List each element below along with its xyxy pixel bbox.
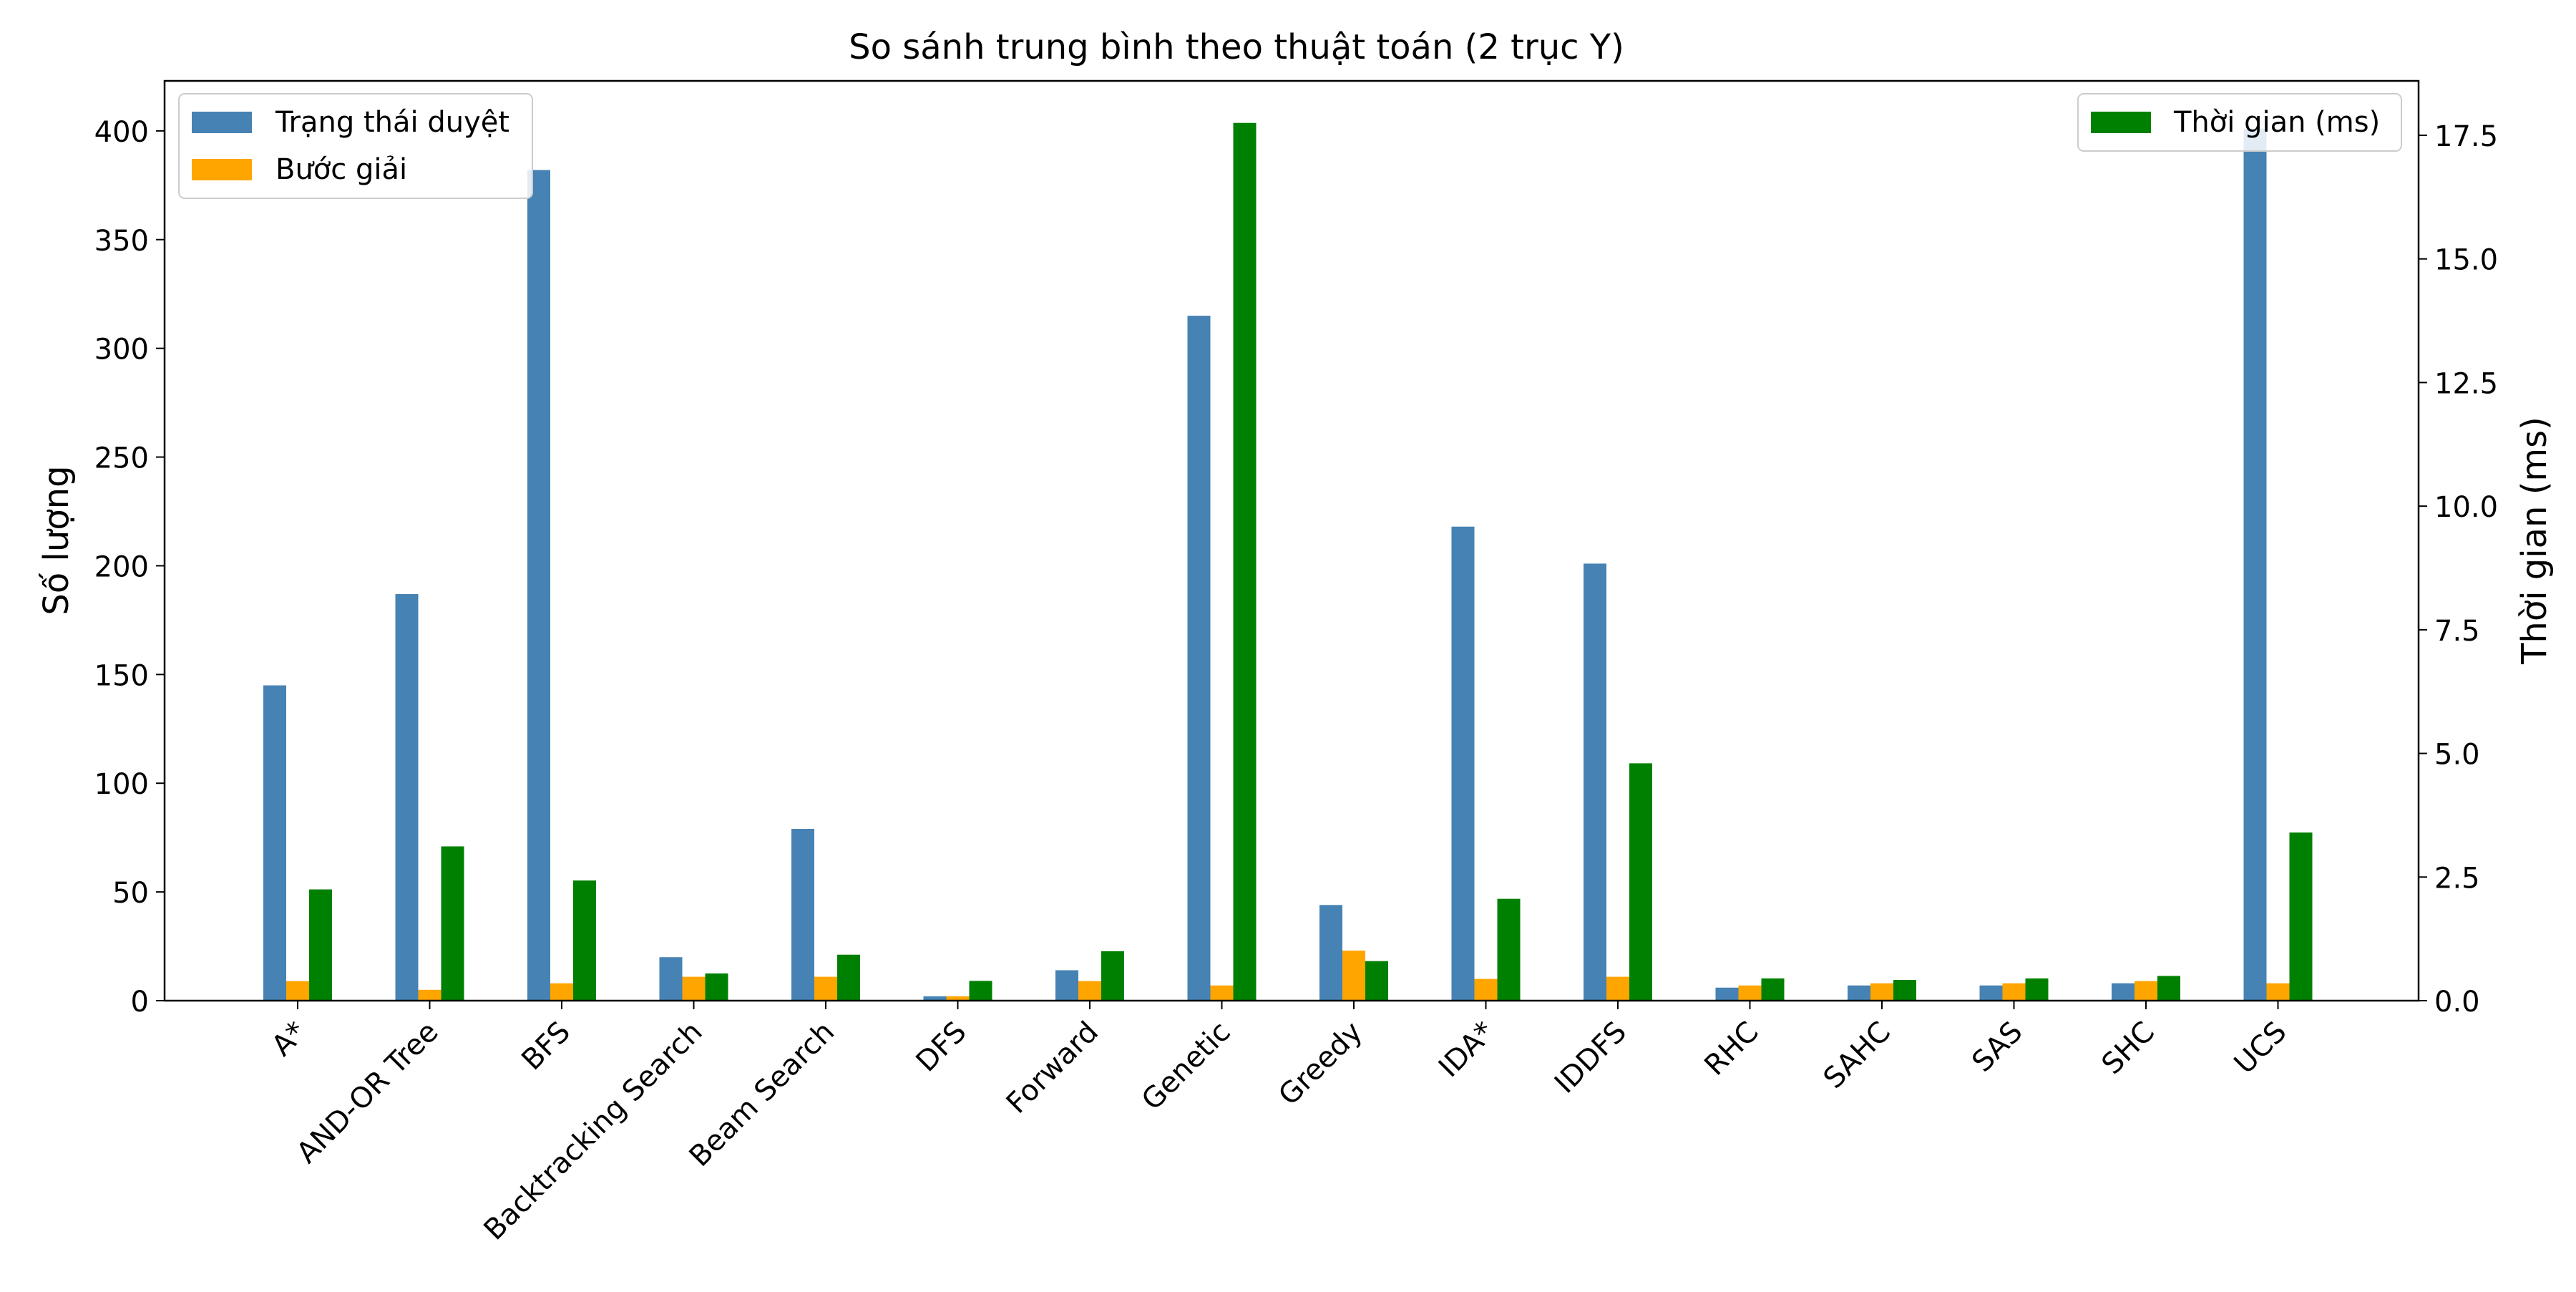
bar-thoi-gian-3 xyxy=(705,973,728,1001)
bar-trang-thai-8 xyxy=(1319,905,1342,1001)
x-tick-label-15: UCS xyxy=(2228,1016,2293,1081)
bar-trang-thai-7 xyxy=(1187,316,1211,1001)
bar-thoi-gian-6 xyxy=(1101,951,1124,1001)
bar-trang-thai-0 xyxy=(263,685,286,1001)
y-tick-label-8: 400 xyxy=(94,116,149,149)
x-tick-label-2: BFS xyxy=(515,1016,577,1077)
y2-tick-label-1: 2.5 xyxy=(2434,862,2480,895)
bar-thoi-gian-10 xyxy=(1629,763,1652,1001)
bar-trang-thai-14 xyxy=(2112,983,2135,1001)
y2-tick-label-4: 10.0 xyxy=(2434,491,2498,524)
bar-buoc-giai-9 xyxy=(1474,978,1498,1001)
bar-trang-thai-10 xyxy=(1584,563,1606,1001)
bar-trang-thai-12 xyxy=(1848,985,1870,1001)
plot-frame xyxy=(163,79,2420,1002)
x-tick-label-9: IDA* xyxy=(1433,1016,1501,1084)
bar-buoc-giai-11 xyxy=(1738,985,1762,1001)
legend-swatch-1 xyxy=(192,159,252,180)
bar-thoi-gian-12 xyxy=(1893,979,1916,1001)
bar-buoc-giai-2 xyxy=(550,983,573,1001)
x-tick-label-10: IDDFS xyxy=(1548,1016,1633,1100)
legend-label-1: Bước giải xyxy=(275,153,407,186)
bar-trang-thai-15 xyxy=(2243,128,2267,1001)
x-tick-label-14: SHC xyxy=(2096,1016,2162,1082)
bar-thoi-gian-4 xyxy=(837,954,860,1001)
bar-trang-thai-11 xyxy=(1715,987,1739,1001)
y2-tick-label-2: 5.0 xyxy=(2434,739,2480,772)
x-tick-label-3: Backtracking Search xyxy=(477,1016,708,1247)
y-tick-label-2: 100 xyxy=(94,768,149,801)
bar-trang-thai-4 xyxy=(791,829,814,1001)
legend-left: Trạng thái duyệt Bước giải xyxy=(178,93,533,199)
bar-buoc-giai-10 xyxy=(1606,976,1629,1001)
y2-tick-label-3: 7.5 xyxy=(2434,615,2480,648)
y-tick-label-6: 300 xyxy=(94,334,149,366)
bar-trang-thai-5 xyxy=(923,996,947,1001)
bar-thoi-gian-15 xyxy=(2289,832,2313,1001)
y-tick-label-1: 50 xyxy=(112,877,149,910)
legend-swatch-2 xyxy=(2091,112,2151,133)
bar-buoc-giai-5 xyxy=(946,996,970,1001)
x-tick-label-12: SAHC xyxy=(1818,1016,1897,1095)
x-tick-label-0: A* xyxy=(265,1016,313,1063)
chart-title: So sánh trung bình theo thuật toán (2 tr… xyxy=(849,27,1624,67)
bar-buoc-giai-1 xyxy=(418,989,441,1001)
x-tick-label-11: RHC xyxy=(1698,1016,1765,1082)
legend-label-0: Trạng thái duyệt xyxy=(275,106,509,139)
bar-thoi-gian-5 xyxy=(969,981,992,1001)
bar-trang-thai-3 xyxy=(659,957,683,1001)
bar-buoc-giai-3 xyxy=(682,976,706,1001)
y-axis-label: Số lượng xyxy=(36,465,77,615)
y-tick-label-3: 150 xyxy=(94,659,149,692)
bar-trang-thai-1 xyxy=(395,593,419,1001)
bar-buoc-giai-6 xyxy=(1078,981,1101,1001)
bar-thoi-gian-8 xyxy=(1365,961,1388,1001)
x-tick-label-6: Forward xyxy=(1000,1016,1105,1120)
legend-right-box xyxy=(2077,93,2402,152)
bar-thoi-gian-14 xyxy=(2157,976,2180,1001)
bar-thoi-gian-0 xyxy=(309,889,332,1001)
x-tick-label-8: Greedy xyxy=(1272,1016,1369,1112)
legend-label-2: Thời gian (ms) xyxy=(2173,106,2380,139)
y-tick-label-0: 0 xyxy=(131,986,149,1019)
y-tick-label-4: 200 xyxy=(94,550,149,583)
bar-thoi-gian-1 xyxy=(441,846,464,1001)
y-tick-label-7: 350 xyxy=(94,225,149,258)
bar-thoi-gian-13 xyxy=(2025,978,2049,1001)
bar-trang-thai-6 xyxy=(1055,970,1078,1001)
y-tick-label-5: 250 xyxy=(94,442,149,475)
bar-buoc-giai-12 xyxy=(1870,983,1893,1001)
legend-left-box xyxy=(178,93,533,199)
bar-thoi-gian-9 xyxy=(1497,898,1521,1001)
bar-thoi-gian-2 xyxy=(573,880,596,1001)
y2-tick-label-6: 15.0 xyxy=(2434,244,2498,277)
bar-buoc-giai-13 xyxy=(2002,983,2026,1001)
y2-tick-label-0: 0.0 xyxy=(2434,986,2480,1019)
bar-buoc-giai-7 xyxy=(1210,985,1234,1001)
legend-swatch-0 xyxy=(192,112,252,133)
bar-buoc-giai-8 xyxy=(1342,951,1365,1001)
bar-trang-thai-13 xyxy=(1979,985,2003,1001)
bar-trang-thai-2 xyxy=(527,170,550,1001)
bar-thoi-gian-11 xyxy=(1761,978,1785,1001)
bar-buoc-giai-14 xyxy=(2135,981,2157,1001)
x-tick-label-1: AND-OR Tree xyxy=(291,1016,445,1170)
x-tick-label-7: Genetic xyxy=(1136,1016,1237,1117)
plot-area: 0 50 100 150 200 250 300 350 400 0.0 2.5 5.0 7.5 10.0… xyxy=(94,79,2498,1247)
x-tick-label-13: SAS xyxy=(1966,1016,2029,1079)
legend-right: Thời gian (ms) xyxy=(2077,93,2402,152)
x-tick-label-5: DFS xyxy=(910,1016,973,1079)
bar-thoi-gian-7 xyxy=(1233,122,1257,1001)
bar-buoc-giai-4 xyxy=(814,976,837,1001)
bar-buoc-giai-15 xyxy=(2266,983,2290,1001)
bar-buoc-giai-0 xyxy=(286,981,309,1001)
y2-axis-label: Thời gian (ms) xyxy=(2514,417,2555,665)
bar-trang-thai-9 xyxy=(1451,526,1475,1001)
y2-tick-label-7: 17.5 xyxy=(2434,120,2498,153)
y2-tick-label-5: 12.5 xyxy=(2434,367,2498,400)
